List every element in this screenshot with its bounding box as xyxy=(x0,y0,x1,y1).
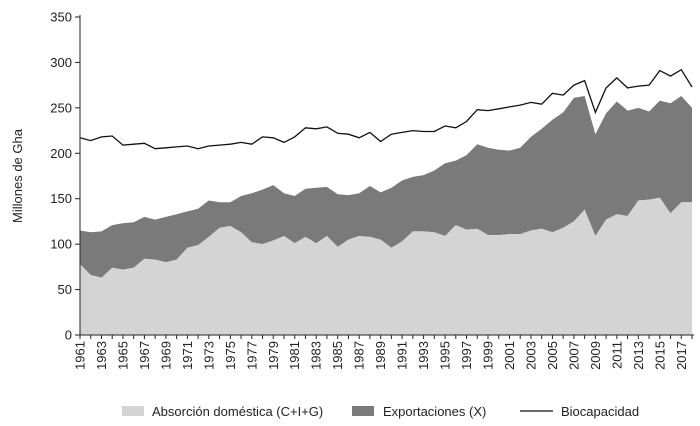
x-tick-label: 1981 xyxy=(287,341,302,370)
plot-lines xyxy=(79,68,693,150)
y-tick-labels: 0 50 100 150 200 250 300 350 xyxy=(50,10,72,343)
x-tick-label: 1977 xyxy=(244,341,259,370)
x-tick-labels: 1961 1963 1965 1967 1969 1971 1973 1975 1977 1979… xyxy=(73,341,689,370)
y-tick-label: 100 xyxy=(50,237,72,252)
y-tick-label: 250 xyxy=(50,100,72,115)
x-tick-label: 2013 xyxy=(631,341,646,370)
x-tick-label: 1997 xyxy=(459,341,474,370)
x-tick-label: 1967 xyxy=(137,341,152,370)
x-tick-label: 1963 xyxy=(94,341,109,370)
x-tick-label: 1999 xyxy=(481,341,496,370)
plot-areas xyxy=(80,96,692,335)
legend-swatch-domestic xyxy=(122,406,144,416)
area-domestic-absorption xyxy=(80,197,692,335)
line-biocapacity xyxy=(79,68,693,150)
x-tick-label: 2011 xyxy=(609,341,624,369)
x-tick-label: 1989 xyxy=(373,341,388,370)
x-tick-label: 2005 xyxy=(545,341,560,370)
y-tick-label: 300 xyxy=(50,55,72,70)
legend-label-exports: Exportaciones (X) xyxy=(383,404,486,419)
x-tick-label: 1979 xyxy=(266,341,281,370)
x-tick-label: 1993 xyxy=(416,341,431,370)
x-tick-label: 1969 xyxy=(158,341,173,370)
y-axis-label: Millones de Gha xyxy=(10,128,25,223)
legend-label-domestic: Absorción doméstica (C+I+G) xyxy=(152,404,323,419)
x-tick-label: 1973 xyxy=(201,341,216,370)
y-tick-label: 200 xyxy=(50,146,72,161)
y-tick-label: 150 xyxy=(50,191,72,206)
x-tick-label: 2009 xyxy=(588,341,603,370)
x-tick-label: 1971 xyxy=(180,341,195,370)
x-tick-label: 1985 xyxy=(330,341,345,370)
x-tick-label: 2007 xyxy=(566,341,581,370)
legend-swatch-exports xyxy=(352,406,374,416)
x-tick-label: 2001 xyxy=(502,341,517,370)
x-tick-label: 1991 xyxy=(395,341,410,370)
axes xyxy=(75,15,694,339)
legend: Absorción doméstica (C+I+G) Exportacione… xyxy=(122,404,639,419)
x-tick-label: 1983 xyxy=(309,341,324,370)
y-tick-label: 50 xyxy=(58,282,72,297)
x-tick-label: 1965 xyxy=(115,341,130,370)
x-tick-label: 1995 xyxy=(438,341,453,370)
y-tick-label: 0 xyxy=(65,328,72,343)
x-tick-label: 2017 xyxy=(674,341,689,370)
y-tick-label: 350 xyxy=(50,10,72,25)
x-tick-label: 1975 xyxy=(223,341,238,370)
x-tick-label: 1987 xyxy=(352,341,367,370)
x-tick-label: 2015 xyxy=(652,341,667,370)
x-tick-label: 1961 xyxy=(73,341,88,370)
area-exports xyxy=(80,96,692,278)
legend-label-biocapacity: Biocapacidad xyxy=(561,404,639,419)
x-tick-label: 2003 xyxy=(523,341,538,370)
